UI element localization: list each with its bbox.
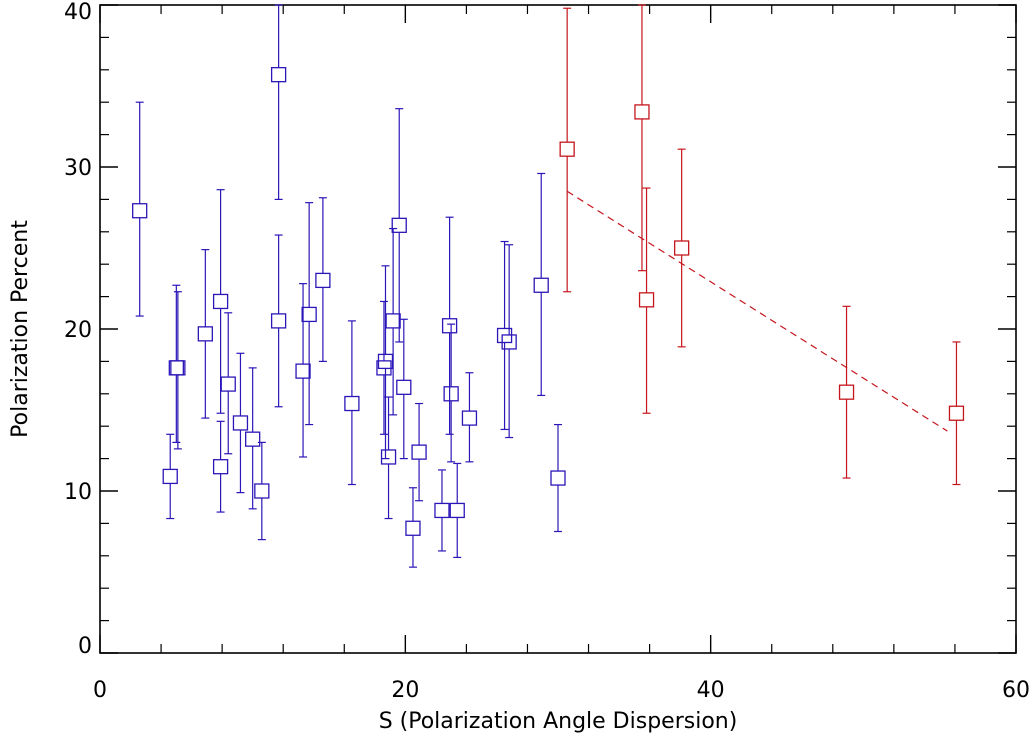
data-point	[441, 318, 458, 334]
data-point	[434, 502, 450, 519]
y-axis-title: Polarization Percent	[8, 220, 33, 438]
data-point	[220, 376, 236, 392]
axis-tick-labels: 0 20 40 60 0 10 20 30 40	[64, 0, 1030, 703]
data-point	[674, 240, 690, 256]
data-point	[559, 141, 575, 157]
data-point	[270, 313, 287, 329]
data-point	[411, 444, 427, 460]
fit-line	[566, 190, 948, 432]
data-point	[245, 431, 261, 447]
data-point	[232, 415, 249, 431]
plot-frame	[99, 4, 1017, 654]
data-point	[501, 334, 517, 350]
data-point	[212, 459, 229, 475]
data-point	[270, 67, 287, 83]
data-point	[377, 353, 394, 370]
data-point	[638, 292, 655, 308]
data-point	[170, 360, 186, 376]
y-tick-label: 10	[64, 480, 92, 505]
data-point	[443, 386, 459, 402]
data-point	[301, 306, 317, 323]
data-point	[344, 395, 360, 412]
data-point	[449, 502, 465, 519]
data-point	[380, 449, 397, 465]
data-point	[162, 468, 178, 485]
x-tick-label: 20	[391, 678, 419, 703]
data-point	[396, 379, 412, 395]
x-tick-label: 0	[93, 678, 107, 703]
data-point	[550, 470, 566, 486]
data-point	[838, 384, 855, 400]
x-tick-label: 40	[697, 678, 725, 703]
data-point	[405, 520, 421, 536]
y-tick-label: 0	[78, 634, 92, 659]
data-point	[385, 313, 401, 329]
data-point	[295, 363, 311, 379]
data-point	[634, 104, 650, 120]
data-point	[948, 405, 965, 421]
data-point	[533, 277, 549, 293]
y-tick-label: 40	[64, 0, 92, 25]
series-0	[132, 4, 566, 568]
x-tick-label: 60	[1002, 678, 1030, 703]
fit-line-layer	[566, 190, 948, 432]
data-point	[212, 293, 229, 310]
data-point	[315, 272, 331, 289]
data-point	[461, 410, 478, 426]
data-point	[254, 483, 270, 499]
data-point	[132, 203, 148, 219]
axis-ticks	[99, 4, 1017, 654]
y-tick-label: 30	[64, 156, 92, 181]
data-point	[391, 217, 407, 233]
series-1	[559, 4, 965, 486]
x-axis-title: S (Polarization Angle Dispersion)	[379, 709, 738, 734]
y-tick-label: 20	[64, 318, 92, 343]
data-point	[197, 326, 213, 342]
data-series	[132, 4, 965, 568]
